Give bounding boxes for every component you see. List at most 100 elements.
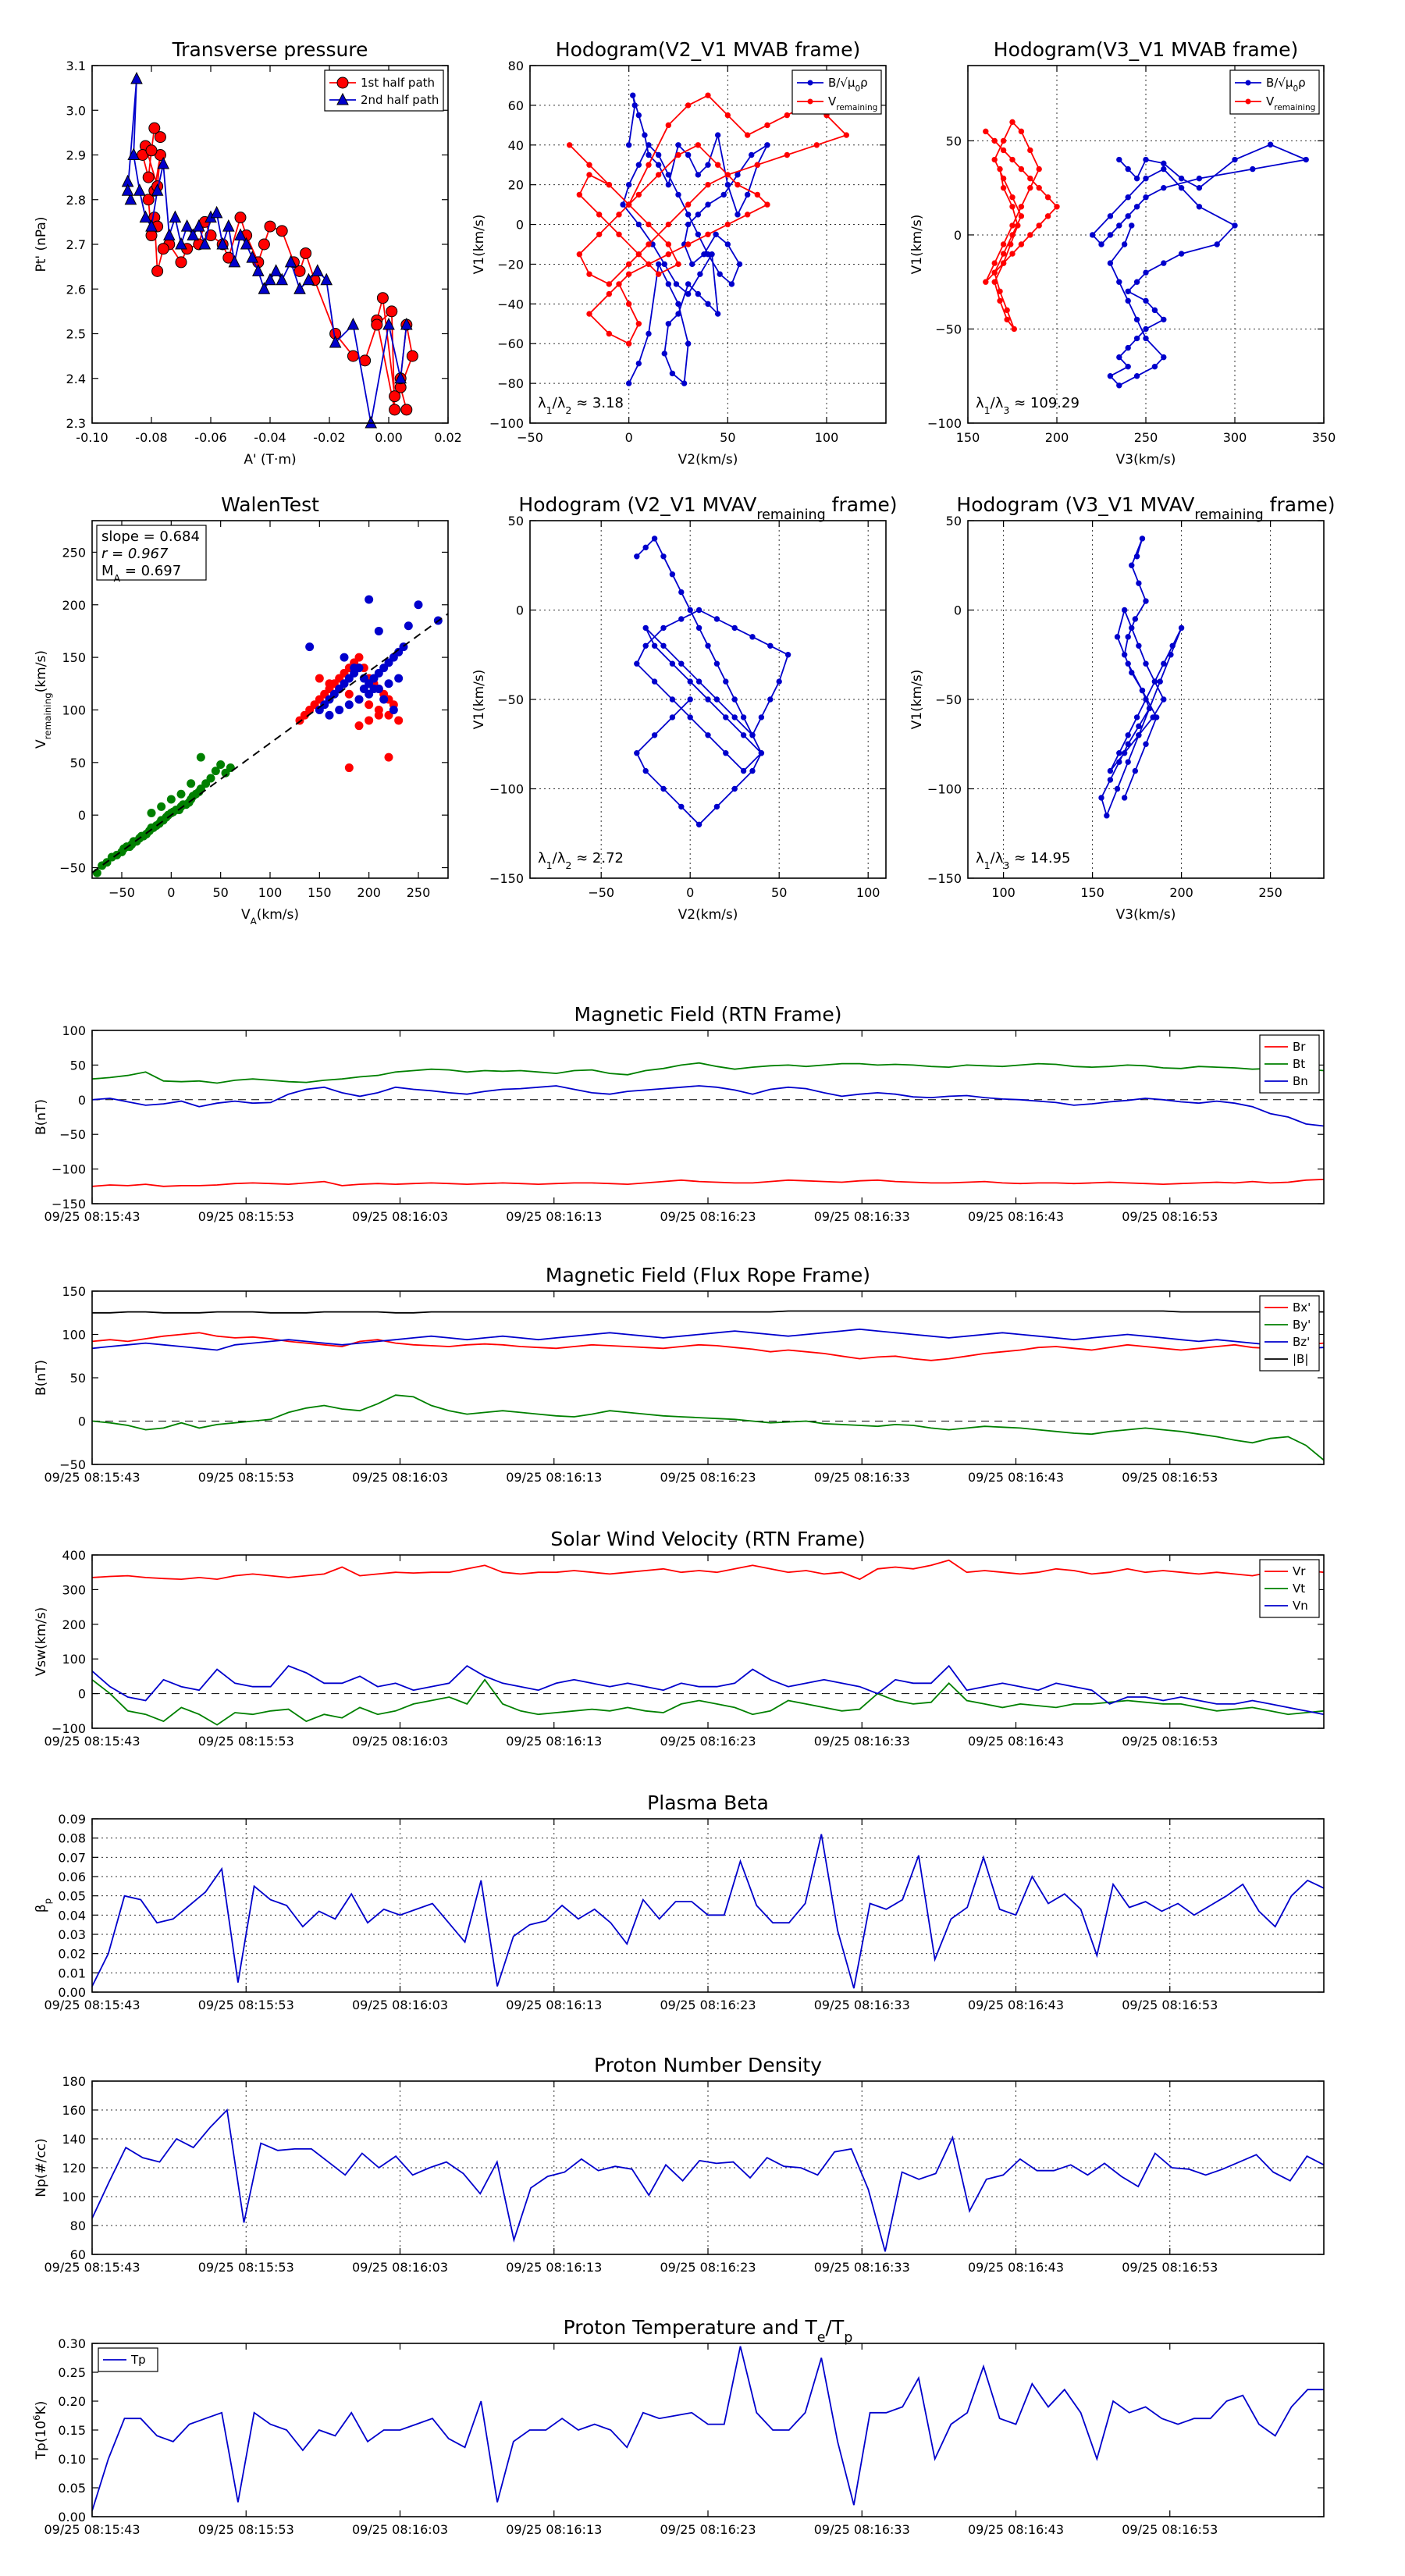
series-v-remaining-point	[997, 288, 1003, 294]
series-b-field-point	[728, 281, 735, 287]
x-tick-label: 250	[1134, 430, 1158, 445]
series-v-remaining-point	[731, 696, 738, 703]
series-b-field-point	[681, 380, 688, 386]
legend-label: Vremaining	[828, 94, 877, 112]
series-v-remaining-point	[1143, 598, 1149, 604]
series-b-field-point	[1107, 373, 1114, 379]
x-tick-label: 09/25 08:16:13	[506, 2260, 602, 2275]
series-v-remaining-point	[1136, 642, 1142, 649]
series-v-remaining-point	[660, 553, 667, 560]
y-tick-label: 0.00	[58, 2510, 86, 2524]
series-v-remaining-point	[1143, 741, 1149, 747]
plot-area	[530, 66, 886, 423]
series-v-remaining-point	[991, 269, 998, 276]
y-tick-label: 50	[70, 756, 86, 770]
y-tick-label: 0	[954, 228, 962, 243]
eigenvalue-ratio-annotation: λ1/λ2 ≈ 3.18	[538, 395, 624, 416]
x-axis-label: A' (T·m)	[244, 452, 296, 468]
y-tick-label: 0.06	[58, 1870, 86, 1884]
series-v-remaining-point	[749, 767, 756, 774]
series-b-field-point	[625, 181, 632, 188]
series-b-field-point	[1133, 373, 1140, 379]
y-tick-label: 0.03	[58, 1927, 86, 1942]
series-2nd-half-point	[394, 371, 407, 384]
x-tick-label: 250	[1258, 885, 1282, 900]
legend-swatch-marker	[1245, 98, 1251, 105]
series-v-remaining-point	[843, 132, 850, 138]
scatter-point-green	[147, 808, 156, 817]
series-2nd-half-point	[175, 237, 187, 250]
series-b-field-point	[1161, 354, 1167, 361]
series-2nd-half-point	[151, 183, 164, 196]
series-v-remaining-point	[1004, 316, 1010, 323]
scatter-point-blue	[394, 674, 404, 683]
y-tick-label: 160	[62, 2103, 86, 2118]
series-b-field-point	[1116, 279, 1122, 285]
y-tick-label: 0	[516, 218, 524, 233]
y-tick-label: −80	[497, 376, 524, 391]
series-b-field-point	[685, 212, 692, 218]
series-v-remaining-point	[675, 151, 681, 158]
series-2nd-half-point	[157, 156, 170, 169]
y-tick-label: 0.00	[58, 1985, 86, 2000]
y-tick-label: 50	[946, 133, 962, 148]
series-b-field-point	[630, 92, 636, 98]
scatter-point-blue	[350, 664, 359, 673]
series-v-remaining-point	[695, 624, 702, 632]
chart-tp: 2.3 2.4 2.5 2.6 2.7 2.8 2.9 3.0 3.1 -0.10 -0.08 -0.…	[34, 38, 462, 468]
series-2nd-half-point	[240, 237, 253, 250]
series-1st-half-point	[234, 212, 247, 224]
chart-title: WalenTest	[221, 493, 319, 516]
series-v-remaining-point	[1036, 184, 1042, 191]
series-v-remaining-point	[625, 261, 632, 268]
y-tick-label: 0.10	[58, 2452, 86, 2467]
legend-swatch-marker	[336, 76, 349, 89]
x-tick-label: 09/25 08:16:43	[968, 1734, 1064, 1749]
axes-frame	[91, 2080, 1325, 2255]
scatter-point-red	[325, 679, 334, 688]
series-b-field-point	[655, 162, 662, 168]
series-2nd-half-point	[302, 272, 315, 286]
series-2nd-half-point	[293, 282, 306, 294]
slope-label: slope = 0.684	[101, 528, 200, 545]
series-v-remaining-point	[784, 652, 791, 658]
series-1st-half-point	[300, 247, 312, 259]
y-tick-label: 0.15	[58, 2423, 86, 2438]
legend-box	[791, 69, 882, 115]
series-Tp-line	[91, 2346, 1324, 2511]
x-tick-label: 09/25 08:15:43	[44, 1470, 140, 1485]
series-2nd-half-point	[139, 210, 152, 223]
x-tick-label: 50	[720, 430, 735, 445]
series-b-field-point	[1196, 204, 1203, 210]
series-b-field-point	[685, 221, 692, 228]
axes-frame	[91, 520, 449, 879]
series-Bz-line	[91, 1328, 1325, 1351]
x-tick-label: 09/25 08:15:53	[198, 1998, 294, 2012]
series-2nd-half-point	[187, 228, 200, 241]
axes-frame	[91, 1554, 1325, 1729]
series-b-field-point	[669, 370, 676, 377]
series-b-field-point	[744, 191, 751, 198]
series-b-field-point	[1116, 354, 1122, 361]
series-v-remaining-point	[655, 271, 662, 277]
series-v-remaining-point	[606, 290, 613, 297]
series-v-remaining-point	[1008, 241, 1014, 247]
y-tick-label: 250	[62, 545, 86, 560]
chart-hodo21r: −150 −100 −50 0 50 −50 0 50 100 Hodogram (V2_V1 M…	[471, 493, 898, 923]
x-tick-label: 09/25 08:15:53	[198, 1734, 294, 1749]
series-b-field-point	[1098, 241, 1104, 247]
scatter-point-blue	[379, 695, 389, 704]
series-v-remaining-point	[1132, 616, 1139, 622]
y-axis-label: Pt' (nPa)	[34, 217, 49, 272]
series-v-remaining-point	[1132, 767, 1139, 774]
x-tick-label: 09/25 08:15:43	[44, 1734, 140, 1749]
series-v-remaining-point	[678, 660, 685, 667]
series-1st-half-point	[154, 131, 166, 144]
series-b-field-point	[646, 330, 652, 337]
plot-area	[92, 2081, 1324, 2254]
plot-area	[92, 1291, 1324, 1464]
series-v-remaining-point	[1133, 714, 1140, 720]
series-v-remaining-point	[635, 191, 642, 198]
series-b-field-point	[1125, 288, 1131, 294]
chart-title: Proton Temperature and Te/Tp	[564, 2316, 853, 2346]
